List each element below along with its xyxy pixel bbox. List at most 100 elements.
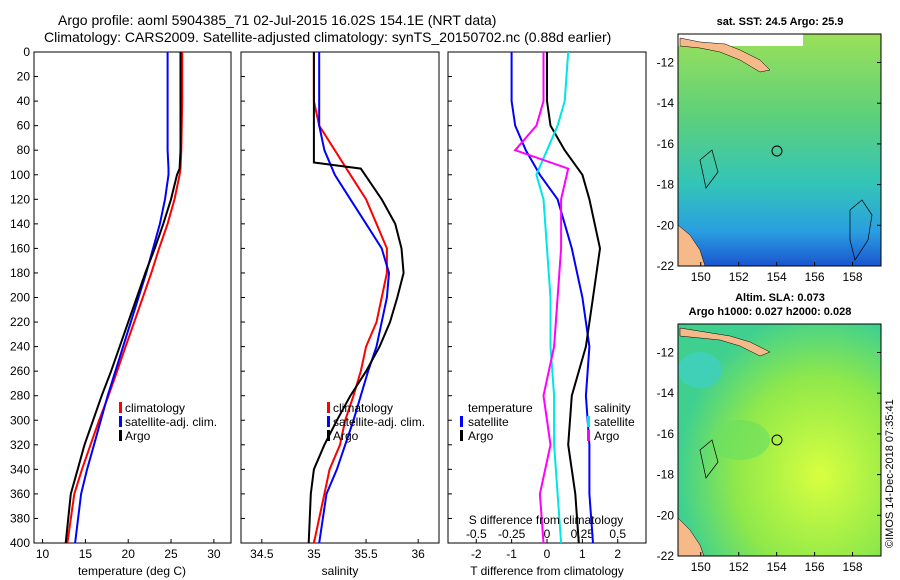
depth-tick-label: 140 bbox=[10, 217, 30, 231]
depth-tick-label: 400 bbox=[10, 536, 30, 550]
sst-field bbox=[678, 34, 881, 266]
lon-tick-label: 152 bbox=[729, 560, 749, 574]
lat-tick-label: -18 bbox=[657, 468, 675, 482]
legend-swatch-t-argo bbox=[460, 430, 463, 441]
depth-tick-label: 120 bbox=[10, 192, 30, 206]
reef-contour bbox=[699, 439, 719, 479]
s-tick-label: -0.5 bbox=[466, 527, 487, 541]
new-guinea-coast bbox=[679, 37, 771, 73]
title-line-2: Climatology: CARS2009. Satellite-adjuste… bbox=[44, 29, 611, 45]
lat-tick-label: -12 bbox=[657, 55, 675, 69]
depth-tick-label: 60 bbox=[17, 119, 31, 133]
depth-tick-label: 360 bbox=[10, 487, 30, 501]
legend-swatch-t-satellite bbox=[460, 416, 463, 427]
sst-map bbox=[677, 33, 882, 267]
legend-label-t-satellite: satellite bbox=[468, 415, 509, 429]
depth-tick-label: 380 bbox=[10, 511, 30, 525]
legend-label-argo: Argo bbox=[333, 429, 359, 443]
temperature-legend: climatology satellite-adj. clim. Argo bbox=[119, 401, 217, 443]
lat-tick-label: -20 bbox=[657, 508, 675, 522]
t-difference-xlabel: T difference from climatology bbox=[470, 564, 624, 578]
x-tick-label: 2 bbox=[614, 547, 621, 561]
lon-tick-label: 152 bbox=[729, 270, 749, 284]
depth-tick-label: 220 bbox=[10, 315, 30, 329]
legend-swatch-argo bbox=[327, 430, 330, 441]
lon-tick-label: 154 bbox=[767, 560, 787, 574]
lat-tick-label: -22 bbox=[657, 549, 675, 563]
depth-tick-label: 40 bbox=[17, 94, 31, 108]
legend-label-climatology: climatology bbox=[125, 401, 185, 415]
x-tick-label: 36 bbox=[411, 547, 425, 561]
salinity-xlabel: salinity bbox=[322, 564, 359, 578]
legend-label-satellite: satellite-adj. clim. bbox=[125, 415, 217, 429]
depth-tick-label: 100 bbox=[10, 168, 30, 182]
depth-tick-label: 200 bbox=[10, 291, 30, 305]
sla-map-axes: -12 -14 -16 -18 -20 -22 150 152 154 156 158 bbox=[657, 345, 881, 574]
series-line-temperature-argo bbox=[546, 52, 602, 544]
difference-legend: temperature satellite Argo salinity sate… bbox=[460, 401, 635, 443]
legend-swatch-argo bbox=[119, 430, 122, 441]
difference-panel bbox=[447, 51, 647, 544]
reef-contour bbox=[699, 149, 719, 189]
depth-tick-label: 320 bbox=[10, 438, 30, 452]
x-tick-label: -1 bbox=[506, 547, 517, 561]
depth-tick-label: 180 bbox=[10, 266, 30, 280]
temperature-panel bbox=[33, 51, 232, 544]
lon-tick-label: 150 bbox=[691, 270, 711, 284]
series-line-salinity-argo bbox=[513, 52, 570, 544]
sst-map-frame bbox=[677, 33, 882, 267]
legend-title-salinity: salinity bbox=[594, 401, 631, 415]
s-difference-label: S difference from climatology bbox=[469, 513, 624, 527]
lon-tick-label: 154 bbox=[767, 270, 787, 284]
x-tick-label: 35 bbox=[307, 547, 321, 561]
x-tick-label: 1 bbox=[579, 547, 586, 561]
salinity-panel bbox=[240, 51, 440, 544]
x-tick-label: 10 bbox=[36, 547, 50, 561]
legend-label-climatology: climatology bbox=[333, 401, 393, 415]
legend-swatch-satellite bbox=[119, 416, 122, 427]
legend-swatch-satellite bbox=[327, 416, 330, 427]
legend-swatch-climatology bbox=[119, 402, 122, 413]
x-tick-label: -2 bbox=[471, 547, 482, 561]
depth-axis: 0 20 40 60 80 100 120 140 160 180 200 220 240 260 280 3… bbox=[10, 45, 452, 550]
s-tick-label: 0.25 bbox=[571, 527, 595, 541]
series-line-argo bbox=[307, 52, 405, 544]
lat-tick-label: -14 bbox=[657, 386, 675, 400]
imos-credit: ©IMOS 14-Dec-2018 07:35:41 bbox=[884, 399, 896, 548]
sla-low-anomaly bbox=[678, 352, 722, 388]
reef-contour bbox=[849, 199, 873, 261]
temperature-plot: 10 15 20 25 30 bbox=[36, 52, 221, 561]
x-tick-label: 30 bbox=[207, 547, 221, 561]
lat-tick-label: -16 bbox=[657, 427, 675, 441]
lat-tick-label: -20 bbox=[657, 218, 675, 232]
lat-tick-label: -14 bbox=[657, 96, 675, 110]
argo-location-marker bbox=[771, 145, 783, 157]
sla-anomaly bbox=[710, 420, 770, 460]
sla-map-title-2: Argo h1000: 0.027 h2000: 0.028 bbox=[689, 306, 852, 318]
x-tick-label: 35.5 bbox=[354, 547, 378, 561]
series-line-argo bbox=[64, 52, 182, 544]
legend-label-argo: Argo bbox=[125, 429, 151, 443]
difference-plot: -2 -1 0 1 2 -0.5 -0.25 0 0.25 0.5 bbox=[466, 51, 626, 561]
legend-swatch-climatology bbox=[327, 402, 330, 413]
sla-map-frame bbox=[677, 323, 882, 557]
series-line-satellite-adj-clim- bbox=[74, 52, 170, 544]
s-tick-label: 0.5 bbox=[609, 527, 626, 541]
legend-label-s-argo: Argo bbox=[594, 429, 620, 443]
depth-tick-label: 260 bbox=[10, 364, 30, 378]
series-line-climatology bbox=[66, 52, 184, 544]
salinity-plot: 34.5 35 35.5 36 bbox=[250, 52, 425, 561]
depth-tick-label: 240 bbox=[10, 340, 30, 354]
lon-tick-label: 156 bbox=[805, 270, 825, 284]
x-tick-label: 0 bbox=[544, 547, 551, 561]
legend-label-satellite: satellite-adj. clim. bbox=[333, 415, 425, 429]
legend-label-s-satellite: satellite bbox=[594, 415, 635, 429]
sla-map-title-1: Altim. SLA: 0.073 bbox=[735, 292, 825, 304]
depth-tick-label: 0 bbox=[23, 45, 30, 59]
depth-tick-label: 80 bbox=[17, 143, 31, 157]
lat-tick-label: -12 bbox=[657, 345, 675, 359]
series-line-satellite-adj-clim- bbox=[318, 52, 391, 544]
new-guinea-coast bbox=[679, 327, 771, 357]
x-tick-label: 34.5 bbox=[250, 547, 274, 561]
